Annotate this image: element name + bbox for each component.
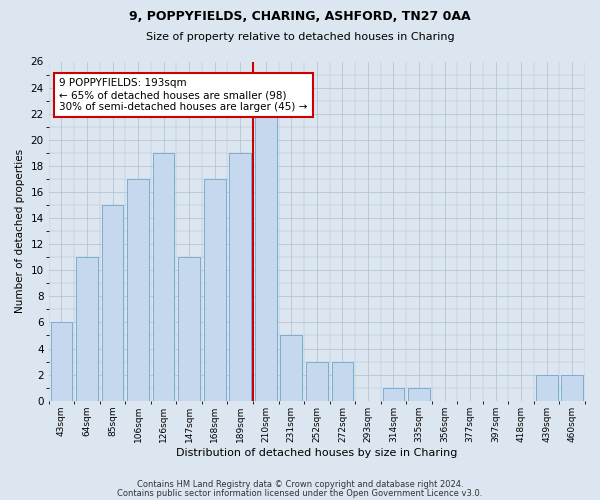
Bar [332,362,353,401]
Bar [306,362,328,401]
Text: 9 POPPYFIELDS: 193sqm
← 65% of detached houses are smaller (98)
30% of semi-deta: 9 POPPYFIELDS: 193sqm ← 65% of detached … [59,78,308,112]
Bar [383,388,404,400]
Bar [255,114,277,401]
Bar [178,257,200,400]
Text: Contains HM Land Registry data © Crown copyright and database right 2024.: Contains HM Land Registry data © Crown c… [137,480,463,489]
X-axis label: Distribution of detached houses by size in Charing: Distribution of detached houses by size … [176,448,458,458]
Text: 9, POPPYFIELDS, CHARING, ASHFORD, TN27 0AA: 9, POPPYFIELDS, CHARING, ASHFORD, TN27 0… [129,10,471,23]
Text: Size of property relative to detached houses in Charing: Size of property relative to detached ho… [146,32,454,42]
Bar [101,205,124,400]
Bar [408,388,430,400]
Text: Contains public sector information licensed under the Open Government Licence v3: Contains public sector information licen… [118,488,482,498]
Bar [76,257,98,400]
Bar [562,374,583,400]
Bar [153,153,175,400]
Bar [50,322,72,400]
Bar [229,153,251,400]
Y-axis label: Number of detached properties: Number of detached properties [15,149,25,313]
Bar [536,374,557,400]
Bar [280,336,302,400]
Bar [204,179,226,400]
Bar [127,179,149,400]
